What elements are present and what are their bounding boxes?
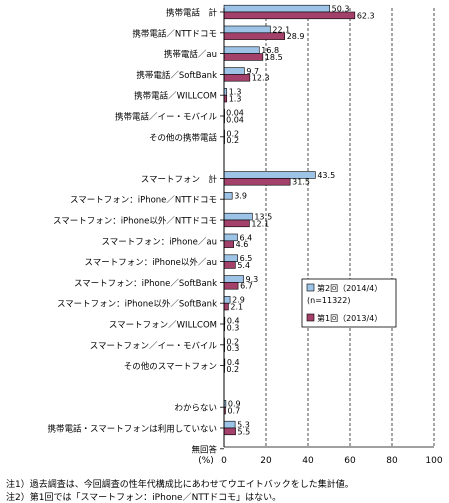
category-label-17: その他のスマートフォン bbox=[124, 361, 217, 372]
bar-series-2-1 bbox=[223, 32, 285, 40]
category-label-16: スマートフォン／イー・モバイル bbox=[90, 341, 218, 351]
value-label-series-2-19: 0.7 bbox=[227, 407, 240, 416]
value-label-series-2-0: 62.3 bbox=[357, 11, 375, 20]
value-label-series-1-0: 50.3 bbox=[332, 5, 350, 14]
x-tick-label-80: 80 bbox=[386, 456, 398, 466]
category-label-1: 携帯電話／NTTドコモ bbox=[132, 28, 217, 39]
value-label-series-1-19: 0.9 bbox=[228, 400, 241, 409]
bar-series-1-20 bbox=[223, 420, 236, 429]
bar-series-1-3 bbox=[223, 67, 245, 75]
x-tick-label-20: 20 bbox=[260, 456, 272, 466]
value-label-series-1-10: 13.5 bbox=[254, 213, 272, 222]
value-label-series-2-15: 0.3 bbox=[227, 323, 240, 332]
bar-series-1-0 bbox=[223, 4, 330, 13]
value-label-series-1-8: 43.5 bbox=[317, 171, 335, 180]
bar-series-2-0 bbox=[223, 11, 356, 20]
value-label-series-1-13: 9.3 bbox=[246, 275, 259, 284]
value-label-series-1-3: 9.7 bbox=[246, 67, 259, 76]
bars: 50.3 62.3 22.128.9 16.818.5 9.712.3 1.31.3 0.0… bbox=[223, 4, 375, 436]
value-label-series-2-11: 4.6 bbox=[236, 240, 249, 249]
value-label-series-2-5: 0.04 bbox=[226, 115, 244, 124]
bar-series-1-10 bbox=[223, 212, 253, 221]
value-label-series-2-12: 5.4 bbox=[237, 261, 250, 270]
value-label-series-2-3: 12.3 bbox=[252, 74, 270, 83]
legend-label-series-2: 第1回（2013/4） bbox=[317, 313, 382, 323]
legend-swatch-series-2 bbox=[306, 313, 315, 322]
bar-series-2-8 bbox=[223, 178, 291, 186]
value-label-series-1-2: 16.8 bbox=[261, 46, 279, 55]
footnote-1: 注1）過去調査は、今回調査の性年代構成比にあわせてウエイトバックをした集計値。 bbox=[6, 480, 354, 490]
value-label-series-2-2: 18.5 bbox=[265, 53, 283, 62]
value-label-series-1-9: 3.9 bbox=[234, 192, 247, 201]
legend: 第2回（2014/4） (n=11322) 第1回（2013/4） bbox=[301, 278, 397, 328]
value-label-series-1-16: 0.2 bbox=[226, 337, 239, 346]
category-label-8: スマートフォン 計 bbox=[141, 174, 218, 185]
category-label-4: 携帯電話／WILLCOM bbox=[134, 91, 217, 102]
value-label-series-1-4: 1.3 bbox=[229, 88, 242, 97]
legend-swatch-series-1 bbox=[306, 283, 315, 292]
bar-series-2-12 bbox=[223, 261, 236, 269]
value-label-series-2-4: 1.3 bbox=[229, 95, 242, 104]
bar-series-2-13 bbox=[223, 282, 239, 290]
value-label-series-2-6: 0.2 bbox=[226, 136, 239, 145]
value-label-series-2-1: 28.9 bbox=[287, 32, 305, 41]
value-label-series-1-1: 22.1 bbox=[272, 25, 290, 34]
value-label-series-2-14: 2.1 bbox=[230, 303, 243, 312]
x-axis: 0 20 40 60 80 100 (%) bbox=[198, 8, 443, 466]
bar-series-2-2 bbox=[223, 53, 264, 61]
x-axis-unit: (%) bbox=[198, 456, 214, 466]
category-label-2: 携帯電話／au bbox=[164, 49, 217, 60]
category-label-3: 携帯電話／SoftBank bbox=[136, 70, 217, 81]
legend-sample-size: (n=11322) bbox=[307, 296, 350, 305]
x-tick-label-40: 40 bbox=[302, 456, 314, 466]
bar-series-1-12 bbox=[223, 254, 238, 262]
category-label-19: わからない bbox=[174, 404, 217, 414]
bar-series-1-14 bbox=[223, 296, 231, 304]
value-label-series-2-13: 6.7 bbox=[240, 282, 253, 291]
bar-series-2-20 bbox=[223, 427, 236, 436]
category-label-12: スマートフォン：iPhone以外／au bbox=[84, 257, 217, 268]
category-label-21: 無回答 bbox=[191, 444, 217, 455]
x-tick-label-60: 60 bbox=[344, 456, 356, 466]
value-label-series-1-12: 6.5 bbox=[240, 254, 253, 263]
category-label-9: スマートフォン：iPhone／NTTドコモ bbox=[70, 196, 217, 206]
value-label-series-2-20: 5.5 bbox=[238, 427, 251, 436]
value-label-series-1-17: 0.4 bbox=[227, 358, 240, 367]
bar-series-1-9 bbox=[223, 192, 233, 200]
category-label-10: スマートフォン：iPhone以外／NTTドコモ bbox=[53, 216, 217, 227]
value-label-series-1-20: 5.3 bbox=[237, 421, 250, 430]
legend-box bbox=[301, 278, 397, 328]
value-label-series-1-5: 0.04 bbox=[226, 109, 244, 118]
category-label-13: スマートフォン：iPhone／SoftBank bbox=[74, 279, 217, 289]
bar-series-2-14 bbox=[223, 302, 229, 311]
x-tick-label-100: 100 bbox=[425, 456, 442, 466]
value-label-series-2-16: 0.3 bbox=[227, 344, 240, 353]
bar-series-1-2 bbox=[223, 46, 260, 54]
legend-label-series-1: 第2回（2014/4） bbox=[317, 283, 382, 293]
bar-series-1-1 bbox=[223, 25, 271, 34]
value-label-series-2-8: 31.5 bbox=[292, 178, 310, 187]
value-label-series-2-10: 12.1 bbox=[251, 219, 269, 228]
category-label-14: スマートフォン：iPhone以外／SoftBank bbox=[57, 299, 217, 310]
value-label-series-1-14: 2.9 bbox=[232, 296, 245, 305]
category-label-20: 携帯電話・スマートフォンは利用していない bbox=[48, 424, 218, 435]
category-label-15: スマートフォン／WILLCOM bbox=[109, 321, 217, 331]
gridlines bbox=[265, 8, 435, 447]
bar-series-2-3 bbox=[223, 74, 251, 82]
bar-series-2-11 bbox=[223, 240, 234, 248]
category-label-0: 携帯電話 計 bbox=[166, 8, 218, 19]
bar-series-2-10 bbox=[223, 219, 250, 228]
x-tick-label-0: 0 bbox=[221, 456, 227, 466]
category-label-5: 携帯電話／イー・モバイル bbox=[115, 112, 218, 123]
value-label-series-1-11: 6.4 bbox=[239, 233, 252, 242]
value-label-series-1-6: 0.2 bbox=[226, 129, 239, 138]
category-label-11: スマートフォン：iPhone／au bbox=[101, 237, 217, 247]
value-label-series-2-17: 0.2 bbox=[226, 365, 239, 374]
category-label-6: その他の携帯電話 bbox=[149, 132, 218, 143]
footnote-2: 注2）第1回では「スマートフォン：iPhone／NTTドコモ」はない。 bbox=[6, 493, 282, 503]
value-label-series-1-15: 0.4 bbox=[227, 317, 240, 326]
